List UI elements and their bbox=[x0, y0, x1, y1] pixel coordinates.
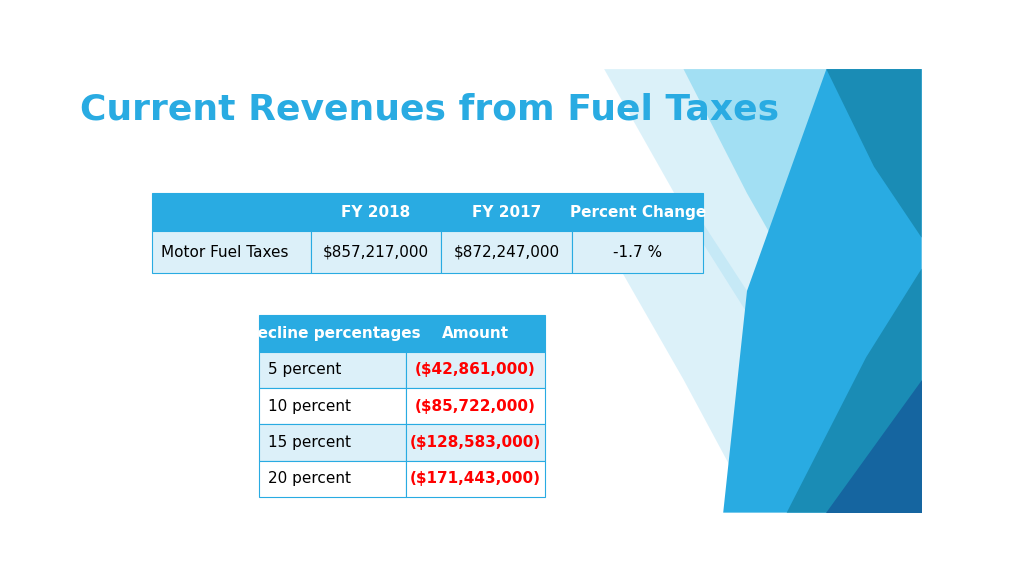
Text: -1.7 %: -1.7 % bbox=[613, 245, 663, 260]
Text: 5 percent: 5 percent bbox=[268, 362, 342, 377]
Text: ($128,583,000): ($128,583,000) bbox=[410, 435, 541, 450]
Text: $857,217,000: $857,217,000 bbox=[323, 245, 429, 260]
Text: Decline percentages: Decline percentages bbox=[245, 326, 420, 341]
Text: Amount: Amount bbox=[441, 326, 509, 341]
Text: $872,247,000: $872,247,000 bbox=[454, 245, 560, 260]
Bar bbox=[406, 351, 545, 388]
Bar bbox=[441, 194, 572, 231]
Text: 20 percent: 20 percent bbox=[268, 471, 351, 487]
Polygon shape bbox=[826, 69, 922, 238]
Bar bbox=[406, 425, 545, 461]
Bar bbox=[310, 231, 441, 273]
Bar bbox=[406, 388, 545, 425]
Polygon shape bbox=[684, 69, 922, 468]
Bar bbox=[259, 315, 406, 351]
Bar bbox=[259, 351, 406, 388]
Text: FY 2018: FY 2018 bbox=[341, 204, 411, 219]
Text: Motor Fuel Taxes: Motor Fuel Taxes bbox=[162, 245, 289, 260]
Bar bbox=[310, 194, 441, 231]
Text: Percent Change: Percent Change bbox=[569, 204, 706, 219]
Bar bbox=[406, 315, 545, 351]
Bar bbox=[259, 425, 406, 461]
Bar bbox=[441, 231, 572, 273]
Text: ($42,861,000): ($42,861,000) bbox=[415, 362, 536, 377]
Text: 10 percent: 10 percent bbox=[268, 399, 351, 414]
Polygon shape bbox=[723, 69, 922, 513]
Polygon shape bbox=[620, 194, 922, 513]
Polygon shape bbox=[604, 69, 922, 513]
Bar bbox=[259, 388, 406, 425]
Bar bbox=[572, 194, 703, 231]
Text: FY 2017: FY 2017 bbox=[472, 204, 542, 219]
Bar bbox=[406, 461, 545, 497]
Text: ($171,443,000): ($171,443,000) bbox=[410, 471, 541, 487]
Bar bbox=[152, 194, 310, 231]
Bar bbox=[152, 231, 310, 273]
Text: ($85,722,000): ($85,722,000) bbox=[415, 399, 536, 414]
Text: 15 percent: 15 percent bbox=[268, 435, 351, 450]
Polygon shape bbox=[826, 380, 922, 513]
Polygon shape bbox=[786, 268, 922, 513]
Text: Current Revenues from Fuel Taxes: Current Revenues from Fuel Taxes bbox=[80, 92, 779, 126]
Bar bbox=[259, 461, 406, 497]
Bar bbox=[572, 231, 703, 273]
